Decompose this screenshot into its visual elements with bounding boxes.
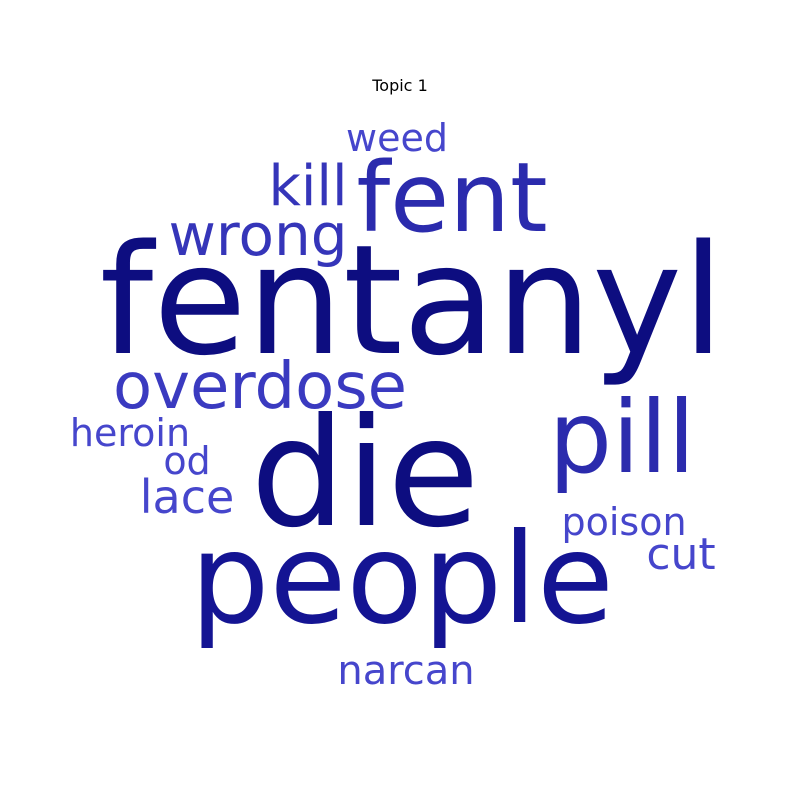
word-narcan: narcan [337,648,474,694]
word-fentanyl: fentanyl [100,212,725,389]
word-die: die [250,387,479,561]
word-overdose: overdose [113,350,407,424]
word-kill: kill [268,154,347,219]
word-fent: fent [356,142,547,254]
word-heroin: heroin [70,411,190,455]
word-people: people [190,507,614,652]
word-od: od [163,439,210,483]
word-pill: pill [549,379,696,496]
word-wrong: wrong [168,201,347,269]
chart-title: Topic 1 [372,76,428,95]
word-lace: lace [140,470,235,524]
word-weed: weed [346,116,448,160]
word-poison: poison [561,500,686,544]
word-cut: cut [646,529,715,580]
